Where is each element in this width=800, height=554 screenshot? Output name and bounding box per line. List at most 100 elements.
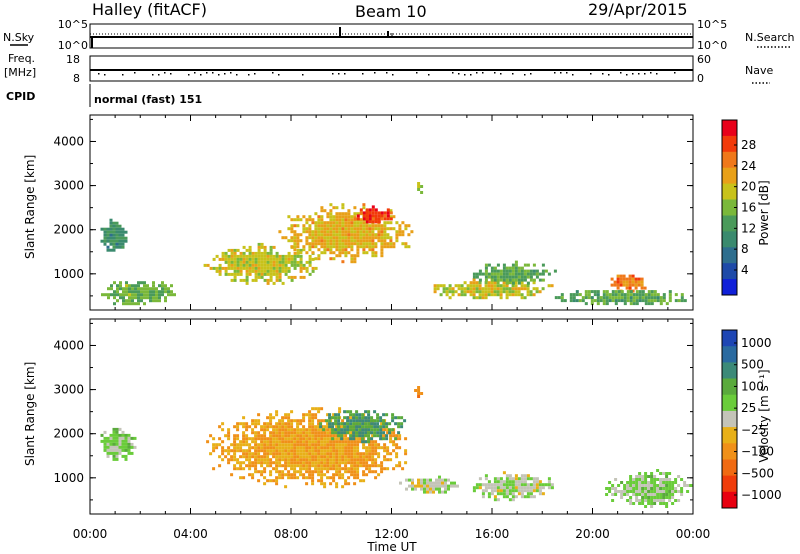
power-cell	[380, 214, 384, 218]
power-cell	[341, 212, 345, 216]
velocity-cell	[650, 496, 654, 499]
power-cell	[329, 230, 333, 234]
velocity-cell	[638, 472, 642, 475]
velocity-cell	[650, 472, 654, 475]
velocity-cell	[337, 425, 341, 429]
power-cell	[347, 215, 351, 219]
power-cell	[634, 277, 638, 281]
velocity-cell	[611, 493, 615, 496]
velocity-cell	[305, 443, 309, 447]
velocity-cell	[121, 436, 125, 440]
power-cell	[224, 269, 228, 273]
velocity-cell	[364, 431, 368, 435]
power-cell	[389, 239, 393, 243]
velocity-cell	[239, 446, 243, 450]
velocity-cell	[311, 425, 315, 429]
velocity-cell	[499, 477, 503, 481]
velocity-cell	[103, 448, 107, 452]
velocity-cell	[245, 455, 249, 459]
velocity-cell	[326, 464, 330, 468]
power-cell	[113, 293, 116, 297]
velocity-cell	[623, 490, 627, 493]
velocity-ytick-label: 3000	[53, 383, 84, 397]
power-cell	[502, 263, 506, 267]
power-cell	[623, 299, 627, 303]
power-cell	[254, 269, 258, 273]
power-cell	[311, 236, 315, 240]
velocity-cell	[305, 455, 309, 459]
power-cell	[668, 290, 672, 294]
velocity-cell	[397, 425, 401, 429]
power-cell	[629, 296, 633, 300]
power-cell	[401, 233, 405, 237]
power-cell	[490, 284, 494, 288]
power-cell	[128, 290, 131, 294]
power-cell	[350, 242, 354, 246]
power-cell	[398, 227, 402, 231]
power-cell	[230, 272, 234, 276]
power-cell	[362, 233, 366, 237]
velocity-cell	[296, 425, 300, 429]
velocity-cell	[517, 483, 521, 487]
velocity-cell	[347, 446, 351, 450]
power-cell	[445, 287, 449, 291]
power-cell	[448, 290, 452, 294]
power-cell	[284, 266, 288, 270]
velocity-cell	[343, 410, 347, 414]
velocity-cell	[614, 490, 618, 493]
power-cell	[338, 251, 342, 255]
velocity-cell	[392, 434, 396, 438]
power-cell	[653, 299, 657, 303]
power-cell	[353, 217, 357, 221]
velocity-cell	[224, 455, 228, 459]
velocity-cell	[305, 467, 309, 471]
velocity-cell	[635, 487, 639, 490]
power-cell	[203, 263, 207, 267]
power-cell	[605, 296, 609, 300]
power-cell	[329, 245, 333, 249]
power-cell	[106, 245, 110, 249]
velocity-cell	[335, 464, 339, 468]
velocity-cell	[308, 455, 312, 459]
velocity-cell	[296, 443, 300, 447]
power-cell	[644, 302, 648, 306]
power-cell	[535, 269, 539, 273]
velocity-cell	[323, 425, 327, 429]
velocity-panel	[89, 318, 694, 515]
velocity-cell	[311, 446, 315, 450]
velocity-cell	[109, 448, 113, 452]
power-cell	[233, 275, 237, 279]
velocity-cell	[355, 410, 359, 414]
velocity-cell	[323, 461, 327, 465]
velocity-cell	[227, 446, 231, 450]
power-cell	[611, 296, 615, 300]
power-cell	[644, 299, 648, 303]
velocity-cell	[290, 428, 294, 432]
velocity-cell	[302, 440, 306, 444]
power-cell	[113, 290, 116, 294]
power-cell	[317, 248, 321, 252]
velocity-cell	[319, 422, 323, 426]
velocity-cell	[305, 431, 309, 435]
velocity-cell	[683, 484, 687, 487]
power-cell	[487, 287, 491, 291]
velocity-cell	[677, 475, 681, 478]
power-cell	[338, 227, 342, 231]
power-cell	[350, 221, 354, 225]
velocity-cell	[349, 419, 353, 423]
velocity-cell	[671, 490, 675, 493]
power-cell	[650, 290, 654, 294]
power-cell	[514, 275, 518, 279]
velocity-cell	[641, 481, 645, 484]
velocity-cell	[278, 476, 282, 480]
power-cell	[493, 284, 497, 288]
power-cell	[128, 293, 131, 297]
velocity-cell	[394, 422, 398, 426]
power-cell	[560, 293, 564, 297]
power-cell	[631, 283, 635, 287]
velocity-cell	[299, 449, 303, 453]
power-cell	[410, 230, 414, 234]
velocity-cell	[275, 464, 279, 468]
velocity-cell	[341, 425, 345, 429]
power-cell	[386, 236, 390, 240]
